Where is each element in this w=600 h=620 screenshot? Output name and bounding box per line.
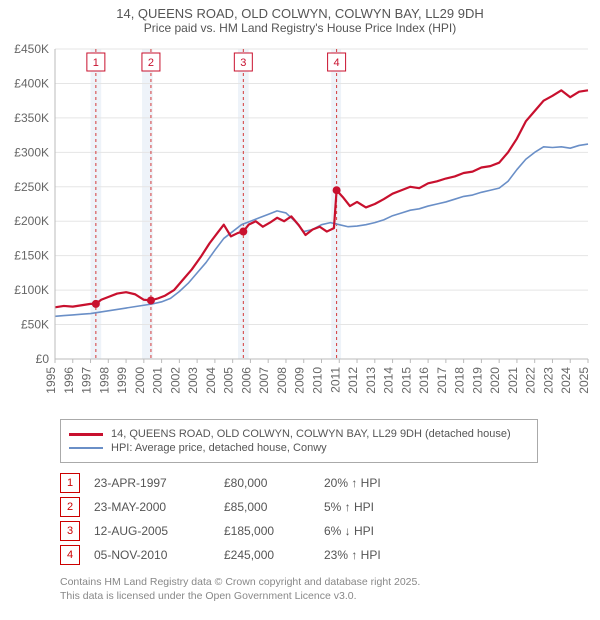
svg-text:1995: 1995: [44, 367, 58, 394]
sale-date-3: 12-AUG-2005: [94, 524, 224, 538]
legend-swatch-hpi: [69, 447, 103, 449]
sale-badge-1: 1: [60, 473, 80, 493]
svg-text:£150K: £150K: [14, 249, 49, 263]
sale-badge-4: 4: [60, 545, 80, 565]
footer-line2: This data is licensed under the Open Gov…: [60, 589, 600, 603]
sale-delta-2: 5% ↑ HPI: [324, 500, 424, 514]
svg-text:2006: 2006: [239, 367, 253, 394]
sale-badge-2: 2: [60, 497, 80, 517]
svg-text:2011: 2011: [328, 367, 342, 393]
svg-text:2002: 2002: [168, 367, 182, 394]
svg-text:2012: 2012: [346, 367, 360, 394]
svg-text:2008: 2008: [275, 367, 289, 394]
sale-date-2: 23-MAY-2000: [94, 500, 224, 514]
title-address: 14, QUEENS ROAD, OLD COLWYN, COLWYN BAY,…: [0, 6, 600, 21]
svg-text:1: 1: [93, 57, 99, 69]
svg-text:2017: 2017: [435, 367, 449, 394]
svg-text:2021: 2021: [506, 367, 520, 394]
sale-delta-1: 20% ↑ HPI: [324, 476, 424, 490]
sales-row-4: 4 05-NOV-2010 £245,000 23% ↑ HPI: [60, 545, 600, 565]
sale-price-1: £80,000: [224, 476, 324, 490]
svg-text:2005: 2005: [222, 367, 236, 394]
svg-text:£350K: £350K: [14, 111, 49, 125]
sales-row-2: 2 23-MAY-2000 £85,000 5% ↑ HPI: [60, 497, 600, 517]
sales-table: 1 23-APR-1997 £80,000 20% ↑ HPI 2 23-MAY…: [60, 473, 600, 565]
legend-box: 14, QUEENS ROAD, OLD COLWYN, COLWYN BAY,…: [60, 419, 538, 463]
sale-price-4: £245,000: [224, 548, 324, 562]
svg-text:£300K: £300K: [14, 145, 49, 159]
sale-delta-4: 23% ↑ HPI: [324, 548, 424, 562]
sale-date-1: 23-APR-1997: [94, 476, 224, 490]
svg-text:1997: 1997: [80, 367, 94, 394]
svg-text:2025: 2025: [577, 367, 591, 394]
svg-text:2004: 2004: [204, 367, 218, 394]
sales-row-3: 3 12-AUG-2005 £185,000 6% ↓ HPI: [60, 521, 600, 541]
svg-text:4: 4: [334, 57, 340, 69]
legend-row-hpi: HPI: Average price, detached house, Conw…: [69, 442, 529, 454]
svg-text:2024: 2024: [559, 367, 573, 394]
svg-text:2014: 2014: [382, 367, 396, 394]
footer-block: Contains HM Land Registry data © Crown c…: [60, 575, 600, 603]
title-block: 14, QUEENS ROAD, OLD COLWYN, COLWYN BAY,…: [0, 0, 600, 39]
svg-text:£200K: £200K: [14, 214, 49, 228]
legend-swatch-property: [69, 433, 103, 436]
svg-text:2001: 2001: [151, 367, 165, 394]
sale-date-4: 05-NOV-2010: [94, 548, 224, 562]
svg-text:£100K: £100K: [14, 283, 49, 297]
svg-text:2022: 2022: [524, 367, 538, 394]
svg-text:1999: 1999: [115, 367, 129, 394]
svg-text:2018: 2018: [453, 367, 467, 394]
legend-row-property: 14, QUEENS ROAD, OLD COLWYN, COLWYN BAY,…: [69, 428, 529, 440]
svg-text:1996: 1996: [62, 367, 76, 394]
svg-text:2007: 2007: [257, 367, 271, 394]
svg-text:3: 3: [240, 57, 246, 69]
svg-text:2019: 2019: [470, 367, 484, 394]
svg-text:2015: 2015: [399, 367, 413, 394]
svg-text:£50K: £50K: [21, 318, 49, 332]
sale-price-3: £185,000: [224, 524, 324, 538]
svg-text:£250K: £250K: [14, 180, 49, 194]
chart-area: £0 £50K £100K £150K £200K £250K £300K £350K £400…: [0, 39, 600, 409]
svg-text:2000: 2000: [133, 367, 147, 394]
svg-text:2009: 2009: [293, 367, 307, 394]
chart-svg: £0 £50K £100K £150K £200K £250K £300K £350K £400…: [0, 39, 600, 409]
sale-delta-3: 6% ↓ HPI: [324, 524, 424, 538]
svg-text:2010: 2010: [311, 367, 325, 394]
svg-text:2: 2: [148, 57, 154, 69]
svg-text:2023: 2023: [541, 367, 555, 394]
title-subtitle: Price paid vs. HM Land Registry's House …: [0, 21, 600, 35]
svg-text:2013: 2013: [364, 367, 378, 394]
svg-text:£450K: £450K: [14, 42, 49, 56]
svg-text:2020: 2020: [488, 367, 502, 394]
svg-text:2016: 2016: [417, 367, 431, 394]
svg-text:1998: 1998: [97, 367, 111, 394]
svg-text:£0: £0: [36, 352, 50, 366]
sale-badge-3: 3: [60, 521, 80, 541]
legend-label-hpi: HPI: Average price, detached house, Conw…: [111, 442, 327, 454]
sale-price-2: £85,000: [224, 500, 324, 514]
footer-line1: Contains HM Land Registry data © Crown c…: [60, 575, 600, 589]
legend-label-property: 14, QUEENS ROAD, OLD COLWYN, COLWYN BAY,…: [111, 428, 511, 440]
chart-container: 14, QUEENS ROAD, OLD COLWYN, COLWYN BAY,…: [0, 0, 600, 603]
sales-row-1: 1 23-APR-1997 £80,000 20% ↑ HPI: [60, 473, 600, 493]
svg-text:2003: 2003: [186, 367, 200, 394]
svg-text:£400K: £400K: [14, 76, 49, 90]
